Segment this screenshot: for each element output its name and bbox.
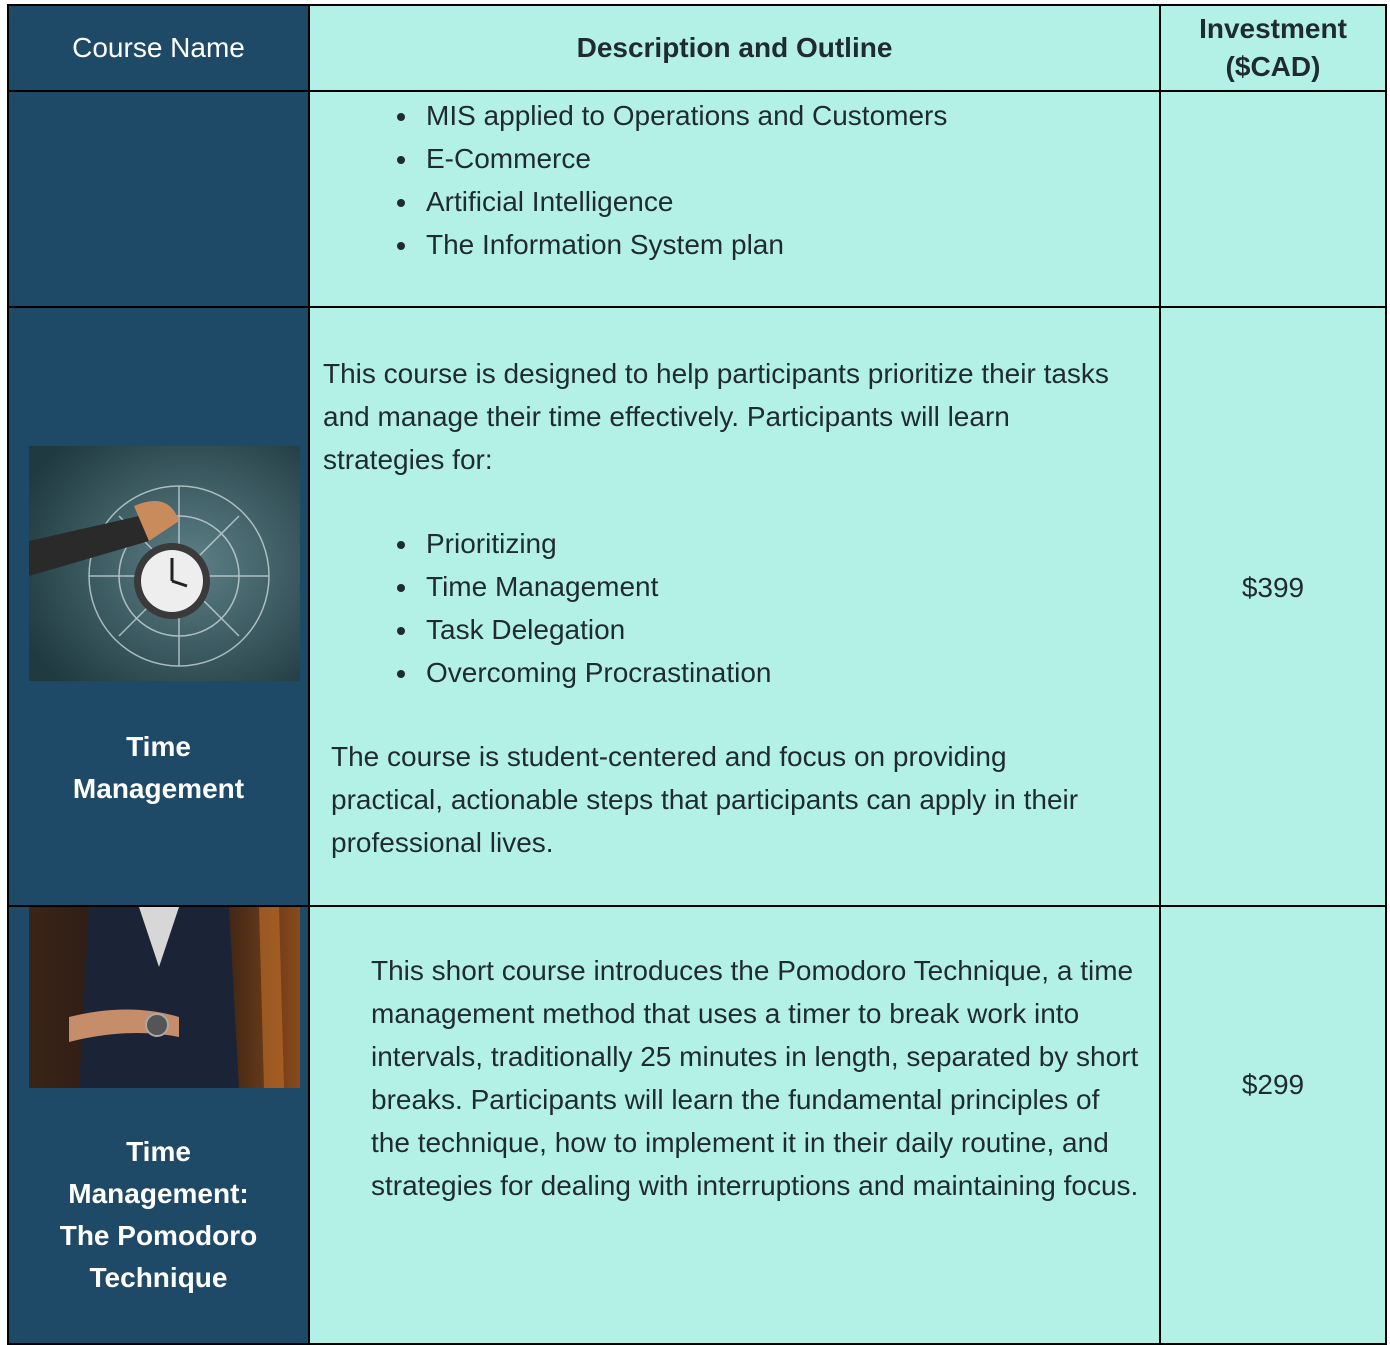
page: Course Name Description and Outline Inve… [0,0,1390,1296]
header-text: Course Name [72,32,245,63]
bullet: E-Commerce [420,137,1159,180]
header-text: Description and Outline [576,32,893,63]
course-image [29,907,300,1088]
description-cell: This course is designed to help particip… [308,306,1161,907]
bullet: Overcoming Procrastination [420,651,1159,694]
price: $299 [1241,1069,1305,1100]
name-cell: Time Management [7,306,310,907]
course-name: Time Management: The Pomodoro Technique [59,1136,258,1293]
outro-text: The course is student-centered and focus… [331,741,1079,858]
bullet: MIS applied to Operations and Customers [420,94,1159,137]
header-cell: Course Name [7,4,310,92]
price-cell [1159,90,1387,308]
bullet-list: MIS applied to Operations and Customers … [310,94,1159,266]
name-cell [7,90,310,308]
bullet: The Information System plan [420,223,1159,266]
course-name: Time Management [72,731,245,804]
price: $399 [1241,572,1305,603]
bullet: Prioritizing [420,522,1159,565]
header-text: Investment ($CAD) [1199,13,1347,82]
bullet: Artificial Intelligence [420,180,1159,223]
name-cell: Time Management: The Pomodoro Technique [7,905,310,1345]
header-cell: Investment ($CAD) [1159,4,1387,92]
bullet-list: Prioritizing Time Management Task Delega… [323,522,1159,694]
intro-text: This short course introduces the Pomodor… [371,955,1139,1201]
course-image [29,446,300,681]
price-cell: $299 [1159,905,1387,1345]
price-cell: $399 [1159,306,1387,907]
description-cell: This short course introduces the Pomodor… [308,905,1161,1345]
description-cell: MIS applied to Operations and Customers … [308,90,1161,308]
bullet: Time Management [420,565,1159,608]
header-cell: Description and Outline [308,4,1161,92]
intro-text: This course is designed to help particip… [323,358,1109,475]
bullet: Task Delegation [420,608,1159,651]
